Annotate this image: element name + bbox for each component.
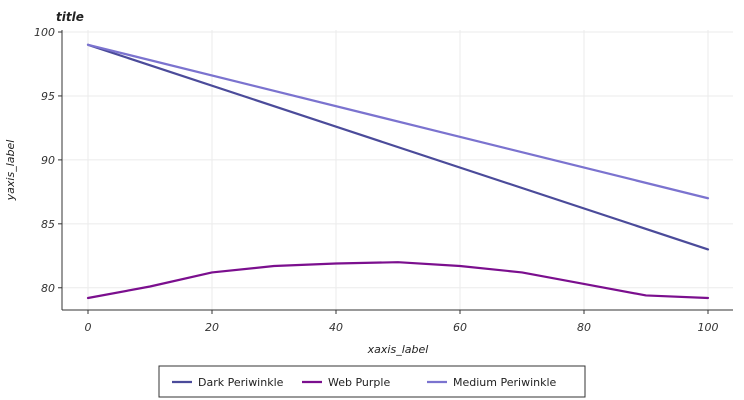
legend: Dark Periwinkle Web Purple Medium Periwink…	[158, 365, 586, 398]
series-layer	[86, 43, 710, 300]
plot-background	[62, 30, 733, 310]
series-line-web-purple	[86, 261, 710, 300]
x-tick-label: 20	[205, 321, 219, 334]
x-tick-label: 0	[85, 321, 92, 334]
y-tick-label: 80	[41, 282, 55, 295]
x-tick-label: 40	[329, 321, 343, 334]
plot-area	[62, 30, 733, 310]
y-tick-label: 85	[41, 218, 55, 231]
x-tick-label: 80	[577, 321, 591, 334]
legend-label-medium-periwinkle: Medium Periwinkle	[453, 376, 557, 389]
legend-label-web-purple: Web Purple	[328, 376, 390, 389]
y-tick-label: 90	[41, 154, 55, 167]
x-axis-title: xaxis_label	[367, 343, 429, 356]
chart-title: title	[56, 10, 84, 24]
gridlines	[62, 30, 733, 310]
x-axis-ticks: 0 20 40 60 80 100	[85, 310, 719, 334]
series-line-medium-periwinkle	[86, 43, 710, 200]
y-axis-title: yaxis_label	[4, 140, 17, 202]
legend-label-dark-periwinkle: Dark Periwinkle	[198, 376, 284, 389]
y-tick-label: 100	[34, 26, 55, 39]
legend-box	[158, 365, 586, 398]
x-tick-label: 100	[698, 321, 719, 334]
axes	[61, 30, 733, 311]
x-tick-label: 60	[453, 321, 467, 334]
series-line-dark-periwinkle	[86, 43, 710, 251]
y-axis-ticks: 80 85 90 95 100	[34, 26, 62, 295]
y-tick-label: 95	[41, 90, 55, 103]
